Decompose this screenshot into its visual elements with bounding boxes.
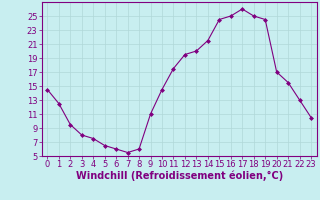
X-axis label: Windchill (Refroidissement éolien,°C): Windchill (Refroidissement éolien,°C) xyxy=(76,171,283,181)
